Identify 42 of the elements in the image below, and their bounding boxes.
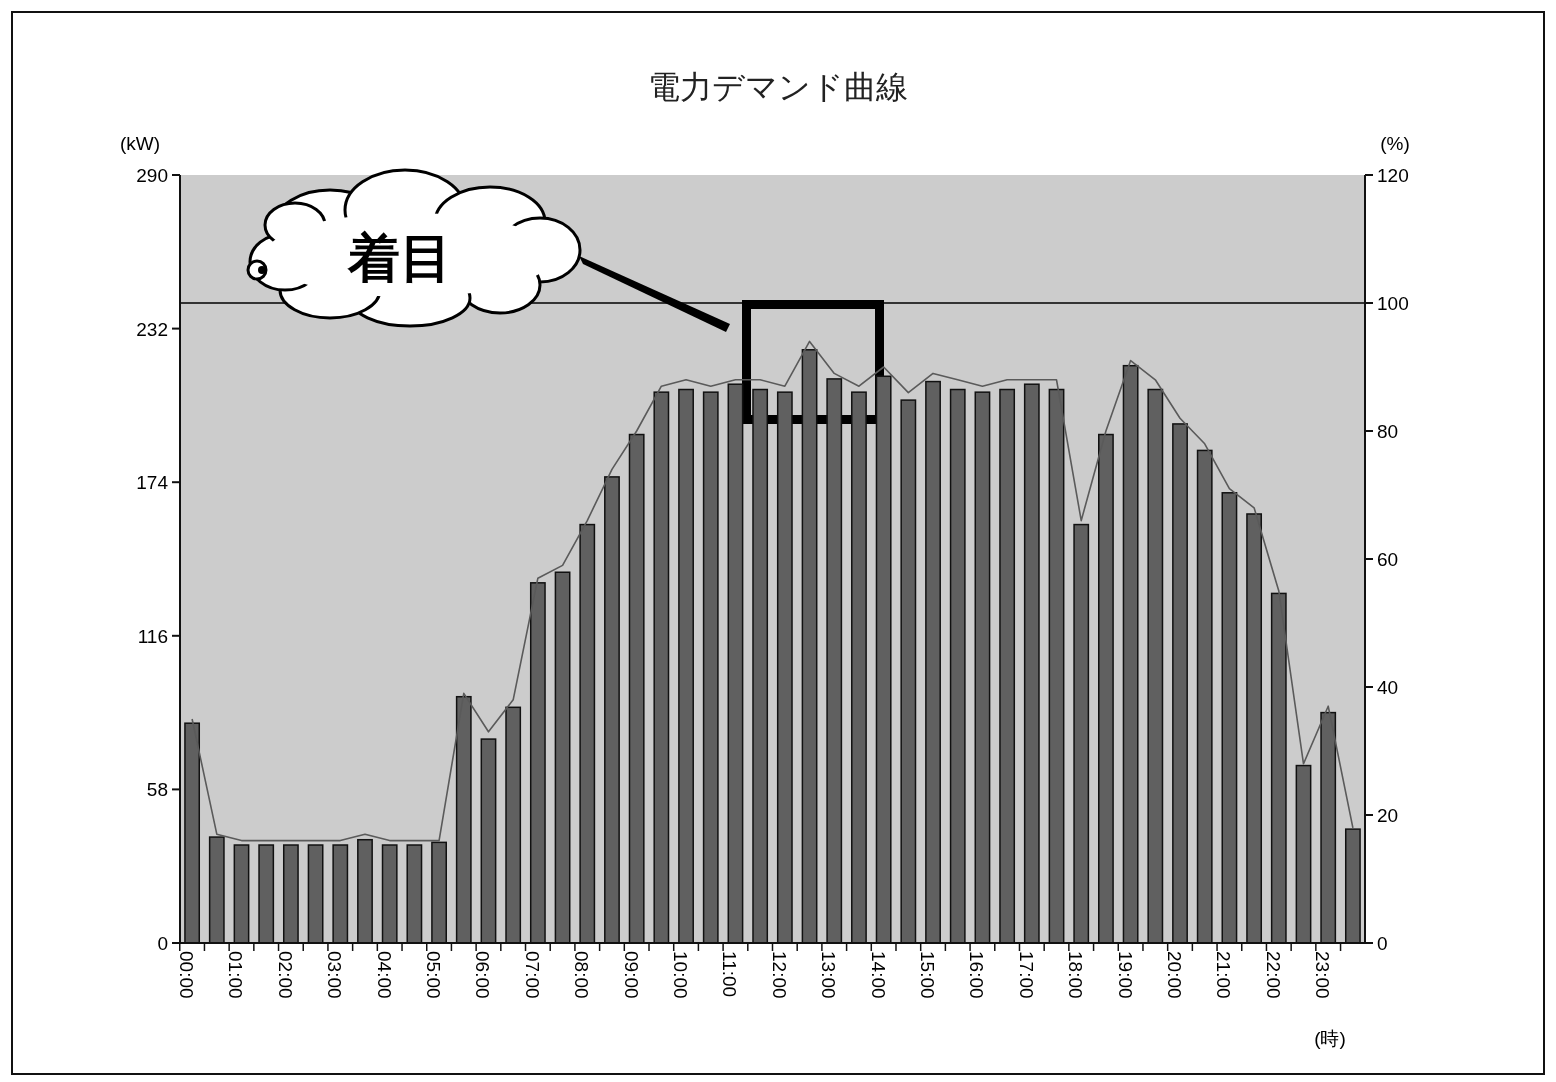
y2-tick-label: 0 — [1377, 933, 1388, 954]
x-tick-label: 01:00 — [225, 951, 247, 999]
chart-title: 電力デマンド曲線 — [648, 69, 908, 105]
y-tick-label: 116 — [137, 625, 168, 647]
y-tick-label: 290 — [136, 165, 168, 186]
y-tick-label: 0 — [157, 933, 168, 954]
x-tick-label: 18:00 — [1065, 951, 1087, 999]
x-tick-label: 09:00 — [620, 951, 642, 999]
y2-tick-label: 20 — [1377, 805, 1399, 826]
y2-tick-label: 100 — [1377, 293, 1409, 314]
x-tick-label: 19:00 — [1114, 951, 1136, 999]
x-tick-label: 00:00 — [176, 951, 198, 999]
x-axis-title: (時) — [1314, 1028, 1346, 1049]
y2-tick-label: 120 — [1377, 165, 1409, 186]
x-tick-label: 12:00 — [768, 951, 790, 999]
x-tick-label: 14:00 — [867, 951, 889, 999]
x-tick-label: 10:00 — [670, 951, 692, 999]
y2-tick-label: 60 — [1377, 549, 1399, 570]
x-tick-label: 07:00 — [521, 951, 543, 999]
x-tick-label: 05:00 — [423, 951, 445, 999]
y2-axis-title: (%) — [1380, 133, 1410, 154]
x-tick-label: 21:00 — [1213, 951, 1235, 999]
x-tick-label: 15:00 — [917, 951, 939, 999]
y-tick-label: 232 — [136, 318, 168, 340]
y-axis-title: (kW) — [119, 133, 161, 154]
y2-tick-label: 40 — [1377, 677, 1399, 698]
x-tick-label: 11:00 — [719, 951, 741, 998]
x-tick-label: 03:00 — [324, 951, 346, 999]
x-tick-label: 06:00 — [472, 951, 494, 999]
x-tick-label: 16:00 — [966, 951, 988, 999]
x-tick-label: 04:00 — [373, 951, 395, 999]
x-tick-label: 22:00 — [1262, 951, 1284, 999]
x-tick-label: 02:00 — [274, 951, 296, 999]
y-tick-label: 58 — [146, 779, 168, 801]
x-tick-label: 20:00 — [1164, 951, 1185, 999]
annotation: 着目 — [347, 229, 452, 287]
x-tick-label: 23:00 — [1312, 951, 1334, 999]
y-tick-label: 174 — [136, 472, 169, 494]
y2-tick-label: 80 — [1377, 421, 1399, 442]
x-tick-label: 13:00 — [818, 951, 840, 999]
x-tick-label: 17:00 — [1015, 951, 1037, 999]
x-tick-label: 08:00 — [571, 951, 593, 999]
